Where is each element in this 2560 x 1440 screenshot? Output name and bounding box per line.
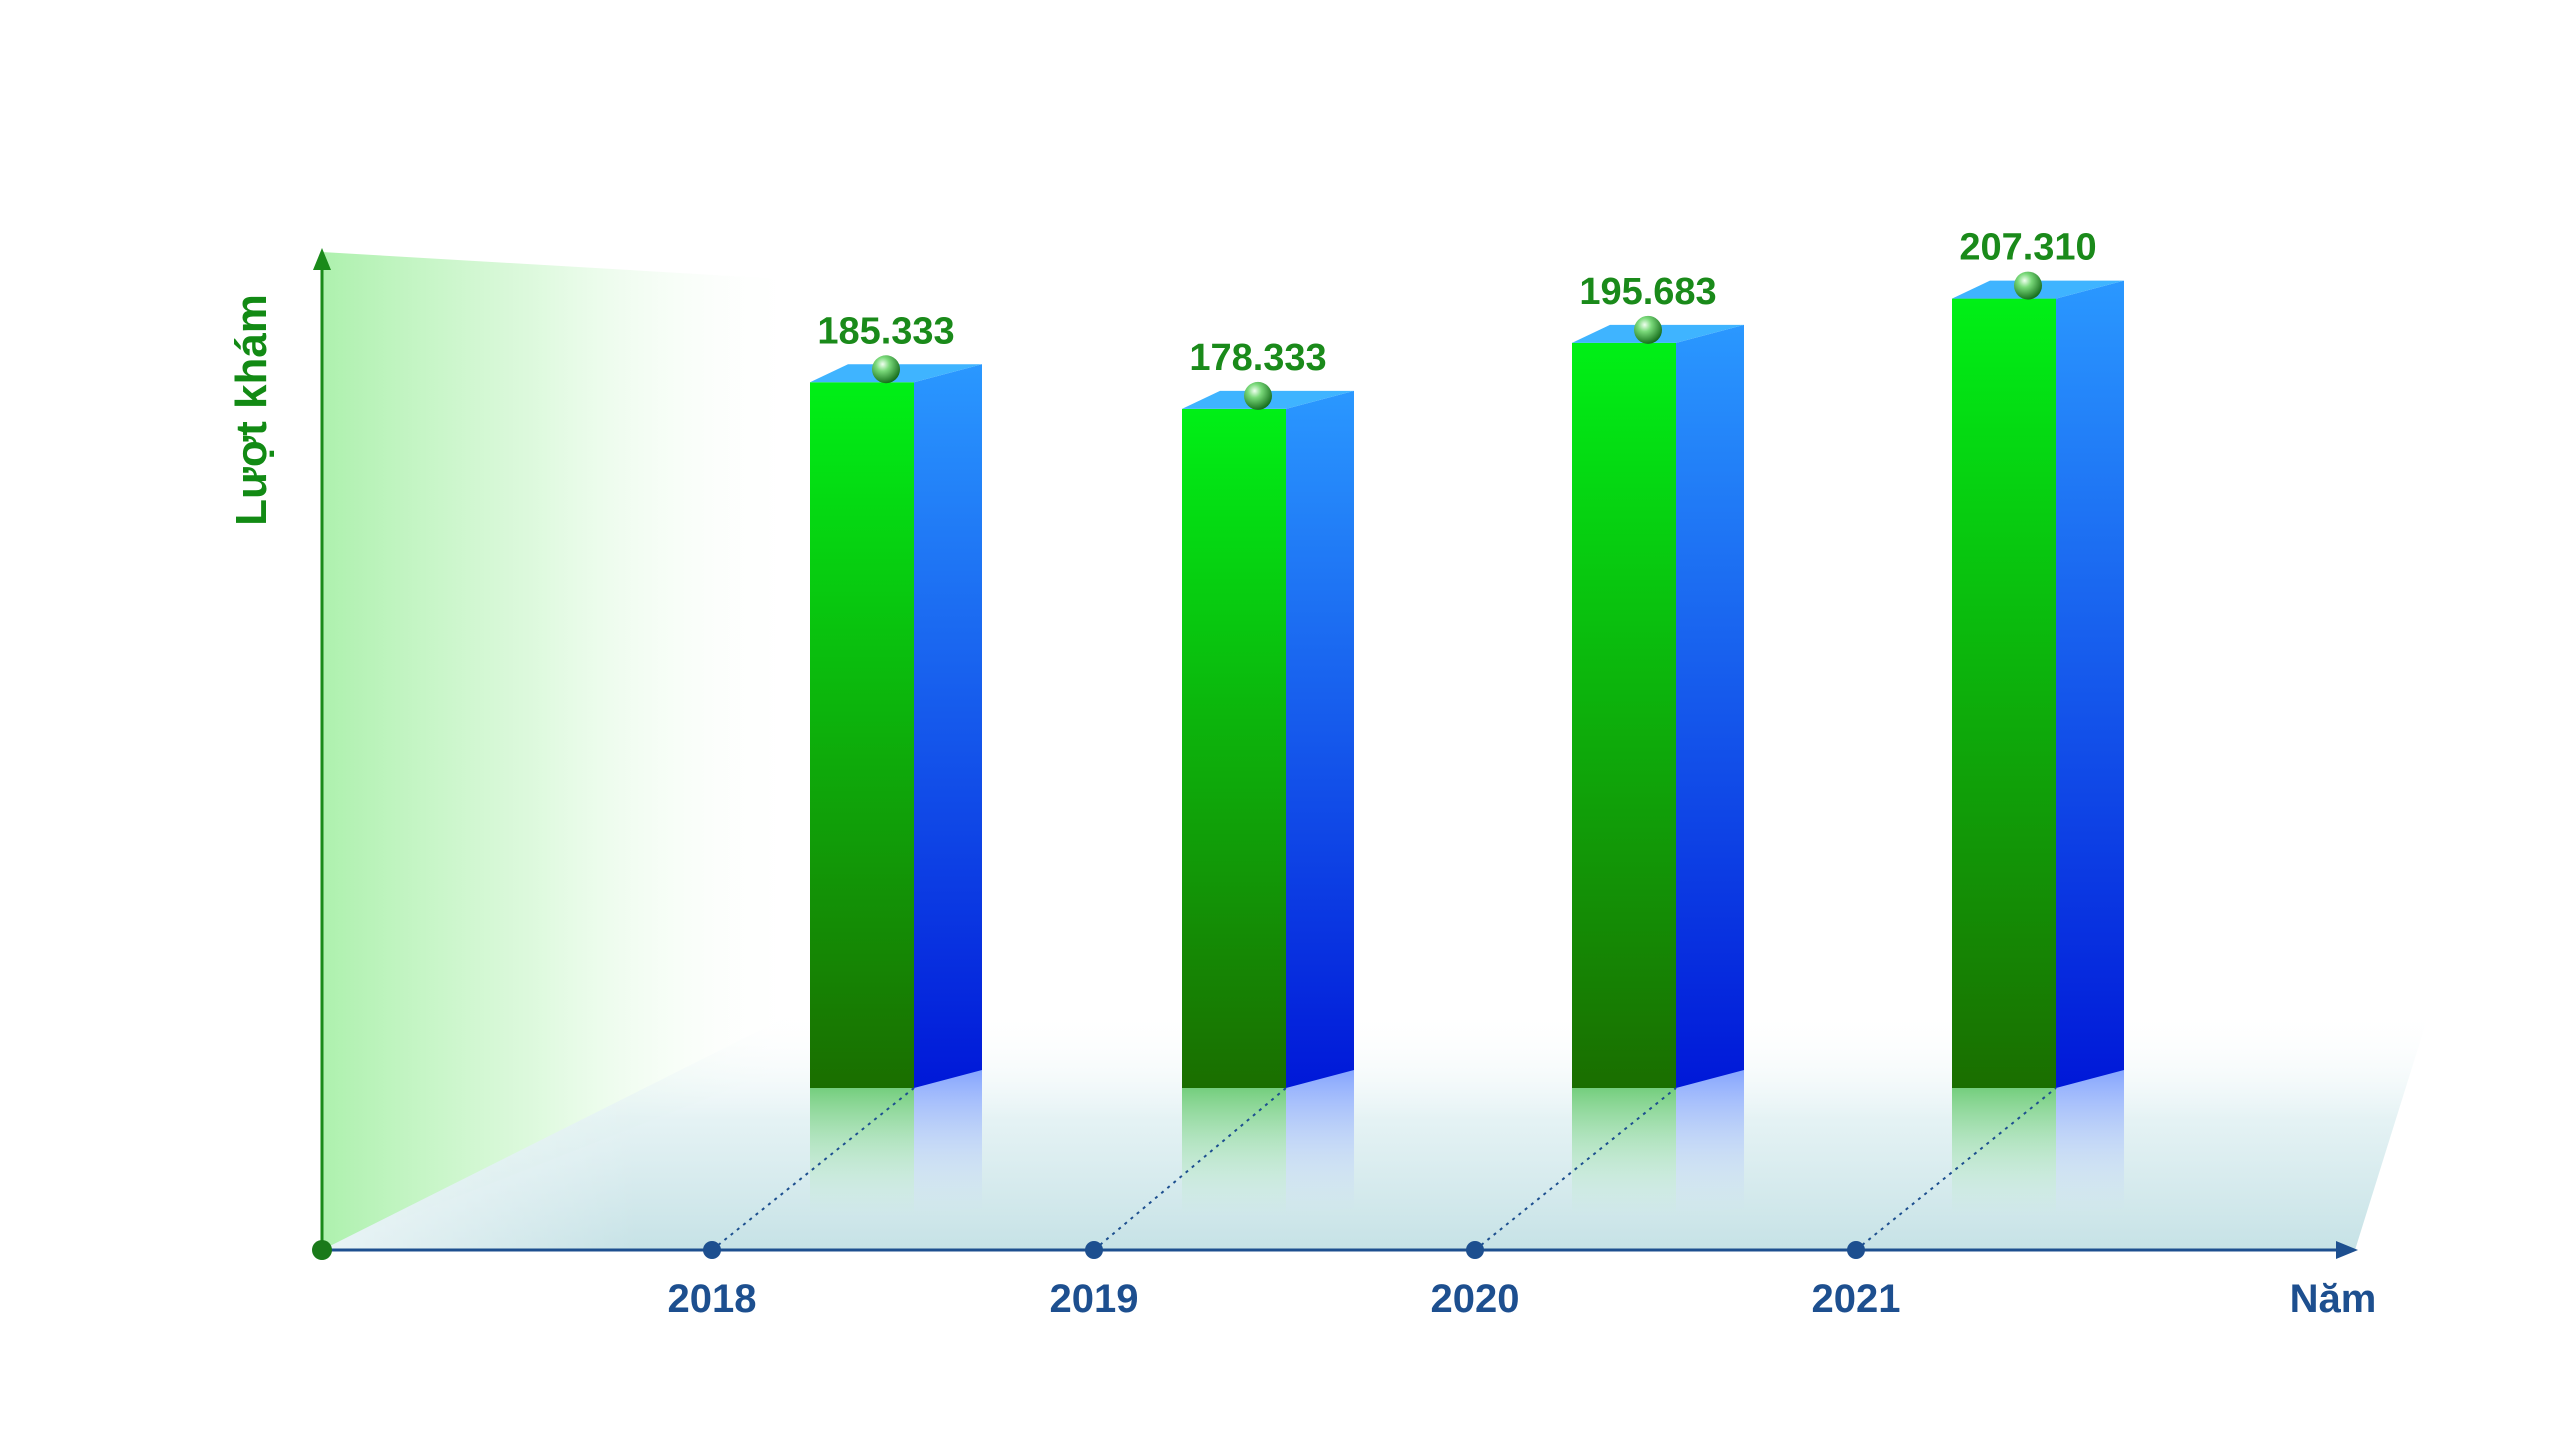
bar-reflection-front xyxy=(1572,1066,1676,1216)
x-tick-dot xyxy=(1847,1241,1865,1259)
data-label-2020: 195.683 xyxy=(1579,271,1716,313)
value-marker-icon xyxy=(1244,381,1272,410)
x-axis-arrow-icon xyxy=(2336,1241,2358,1259)
bar-reflection-front xyxy=(810,1066,914,1216)
x-tick-dot xyxy=(1085,1241,1103,1259)
bar-reflection-side xyxy=(1676,1048,1744,1216)
bar-side-2021 xyxy=(2056,280,2124,1089)
x-tick-label-2018: 2018 xyxy=(668,1277,757,1321)
projection-line xyxy=(711,1087,915,1251)
data-label-2018: 185.333 xyxy=(817,310,954,352)
value-marker-icon xyxy=(1634,315,1662,344)
y-axis-title: Lượt khám xyxy=(227,294,276,526)
data-label-2021: 207.310 xyxy=(1959,227,2096,269)
y-axis-arrow-icon xyxy=(313,248,331,270)
value-marker-icon xyxy=(872,355,900,384)
bar-front-2021 xyxy=(1952,298,2056,1089)
bar-reflection-side xyxy=(1286,1048,1354,1216)
projection-line xyxy=(1474,1087,1677,1251)
bar-reflection-front xyxy=(1952,1066,2056,1216)
bar-side-2020 xyxy=(1676,324,1744,1089)
bar-reflection-side xyxy=(2056,1048,2124,1216)
projection-line xyxy=(1093,1087,1287,1251)
bars-layer: 185.333 178.333 195.683 207.310 xyxy=(810,227,2124,1216)
bar-reflection-front xyxy=(1182,1066,1286,1216)
bar-side-2018 xyxy=(914,364,982,1088)
data-label-2019: 178.333 xyxy=(1189,337,1326,379)
x-tick-dot xyxy=(1466,1241,1484,1259)
ticks-layer: 2018 2019 2020 2021 xyxy=(668,1087,2057,1321)
bar-front-2019 xyxy=(1182,408,1286,1088)
x-tick-label-2019: 2019 xyxy=(1050,1277,1139,1321)
x-axis-title: Năm xyxy=(2290,1277,2377,1321)
bar-front-2018 xyxy=(810,382,914,1088)
bar-side-2019 xyxy=(1286,390,1354,1088)
x-tick-dot xyxy=(703,1241,721,1259)
bar-front-2020 xyxy=(1572,342,1676,1089)
bar-reflection-side xyxy=(914,1048,982,1216)
axis-origin-dot xyxy=(312,1240,332,1260)
x-tick-label-2020: 2020 xyxy=(1431,1277,1520,1321)
projection-line xyxy=(1855,1087,2057,1251)
x-tick-label-2021: 2021 xyxy=(1812,1277,1901,1321)
back-wall xyxy=(322,252,800,1250)
value-marker-icon xyxy=(2014,271,2042,300)
